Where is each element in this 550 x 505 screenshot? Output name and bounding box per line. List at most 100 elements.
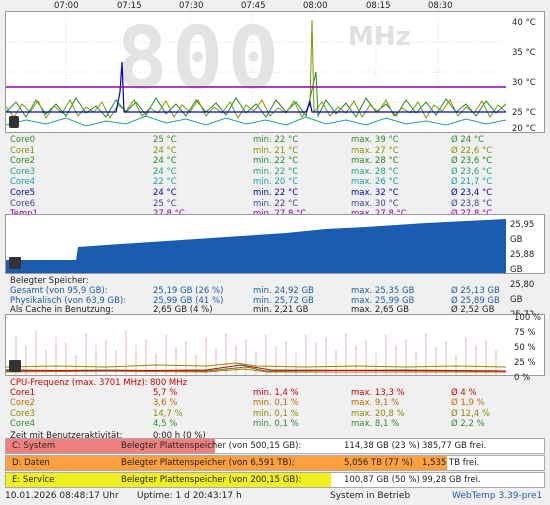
cpu-row: Core4 4,5 % min. 0,1 % max. 8,1 % Ø 2,2 % — [10, 419, 550, 430]
temp-row: Core3 24 °C min. 22 °C max. 28 °C Ø 23,6 °C — [10, 167, 550, 178]
row-max: max. 25,99 GB — [351, 295, 415, 306]
row-cur: 25,99 GB (41 %) — [153, 295, 224, 306]
row-min: min. 24,92 GB — [253, 286, 314, 296]
row-name: Core1 — [10, 145, 36, 156]
row-avg: Ø 23,4 °C — [451, 188, 493, 198]
temp-row: Core6 25 °C min. 22 °C max. 30 °C Ø 23,8 °C — [10, 199, 550, 210]
row-cur: 24 °C — [153, 166, 177, 177]
mem-row: Als Cache in Benutzung: 2,65 GB (4 %) min.… — [10, 305, 550, 316]
time-label: 08:00 — [303, 1, 328, 11]
big-frequency-unit: MHz — [348, 22, 411, 52]
temp-row: Core1 24 °C min. 21 °C max. 27 °C Ø 22,6 °C — [10, 146, 550, 157]
row-avg: Ø 1,9 % — [451, 398, 485, 409]
row-min: min. 0,1 % — [253, 408, 299, 419]
disk-name: E: Service — [12, 475, 55, 485]
disk-name-chip — [6, 439, 116, 453]
row-max: max. 25,35 GB — [351, 286, 415, 296]
cpu-lines — [6, 330, 506, 375]
disk-name: C: System — [12, 441, 56, 451]
row-max: max. 28 °C — [351, 156, 399, 167]
time-label: 08:15 — [366, 1, 391, 11]
row-name: Core2 — [10, 398, 36, 409]
axis-label: 50 % — [514, 343, 536, 353]
row-min: min. 22 °C — [253, 166, 299, 177]
cpu-frequency-label: CPU-Frequenz (max. 3701 MHz): — [10, 378, 148, 388]
big-frequency-watermark: 800 — [116, 9, 284, 109]
row-max: max. 26 °C — [351, 177, 399, 188]
row-cur: 3,6 % — [153, 398, 178, 409]
row-name: Core4 — [10, 177, 36, 188]
axis-label: 35 °C — [512, 48, 536, 58]
row-min: min. 2,21 GB — [253, 305, 309, 315]
time-label: 07:00 — [54, 1, 79, 11]
axis-label: 20 °C — [512, 124, 536, 134]
row-cur: 14,7 % — [153, 408, 183, 419]
row-name: Core4 — [10, 418, 36, 429]
axis-label: 25,95 GB — [510, 220, 535, 245]
row-max: max. 32 °C — [351, 188, 399, 198]
cpu-frequency-value: 800 MHz — [150, 378, 188, 388]
axis-label: 25 % — [514, 358, 536, 368]
row-avg: Ø 4 % — [451, 388, 477, 398]
time-label: 08:30 — [428, 1, 453, 11]
datetime: 10.01.2026 08:48:17 Uhr — [5, 491, 119, 501]
row-name: Gesamt (von 95,9 GB): — [10, 286, 108, 296]
cpu-graph: 100 % 75 % 50 % 25 % 0 % — [5, 313, 545, 383]
row-min: min. 22 °C — [253, 198, 299, 209]
row-cur: 25 °C — [153, 135, 177, 145]
disk-free: 1,535 TB frei. — [422, 458, 480, 468]
row-min: min. 22 °C — [253, 156, 299, 167]
row-min: min. 22 °C — [253, 188, 299, 198]
temp-row: Core5 24 °C min. 22 °C max. 32 °C Ø 23,4 °C — [10, 188, 550, 199]
row-avg: Ø 21,7 °C — [451, 177, 493, 188]
row-min: min. 0,1 % — [253, 418, 299, 429]
row-avg: Ø 25,89 GB — [451, 295, 500, 306]
row-min: min. 22 °C — [253, 135, 299, 145]
disk-used: 114,38 GB (23 %) — [344, 441, 420, 451]
row-max: max. 28 °C — [351, 166, 399, 177]
mem-row: Gesamt (von 95,9 GB): 25,19 GB (26 %) min.… — [10, 286, 550, 297]
axis-label: 75 % — [514, 328, 536, 338]
temp-row: Core4 22 °C min. 20 °C max. 26 °C Ø 21,7 °C — [10, 177, 550, 188]
disk-usage-bar — [116, 439, 215, 453]
disk-label: Belegter Plattenspeicher (von 500,15 GB)… — [121, 441, 302, 451]
row-name: Core3 — [10, 166, 36, 177]
row-avg: Ø 25,13 GB — [451, 286, 500, 296]
row-max: max. 27 °C — [351, 145, 399, 156]
disk-name-chip — [6, 473, 116, 487]
row-avg: Ø 24 °C — [451, 135, 485, 145]
cpu-row: Core1 5,7 % min. 1,4 % max. 13,3 % Ø 4 % — [10, 388, 550, 399]
row-max: max. 13,3 % — [351, 388, 405, 398]
row-avg: Ø 23,6 °C — [451, 166, 493, 177]
row-name: Core1 — [10, 388, 36, 398]
row-min: min. 25,72 GB — [253, 295, 314, 306]
disk-name-chip — [6, 456, 116, 470]
app-version-link[interactable]: WebTemp 3.39-pre1 — [452, 491, 543, 501]
disk-row: C: System Belegter Plattenspeicher (von 5… — [5, 438, 545, 454]
row-max: max. 8,1 % — [351, 418, 400, 429]
disk-row: E: Service Belegter Plattenspeicher (von … — [5, 472, 545, 488]
row-name: Core5 — [10, 188, 36, 198]
row-avg: Ø 2,52 GB — [451, 305, 495, 315]
temperature-axis: 40 °C 35 °C 30 °C 25 °C — [506, 8, 546, 128]
row-min: min. 20 °C — [253, 177, 299, 188]
row-cur: 2,65 GB (4 %) — [153, 305, 213, 315]
disk-free: 385,77 GB frei. — [422, 441, 487, 451]
row-name: Core3 — [10, 408, 36, 419]
row-min: min. 21 °C — [253, 145, 299, 156]
disk-label: Belegter Plattenspeicher (von 6,591 TB): — [121, 458, 295, 468]
disk-free: 99,28 GB frei. — [422, 475, 481, 485]
row-name: Core2 — [10, 156, 36, 167]
axis-label: 25,88 GB — [510, 250, 535, 275]
row-avg: Ø 22,6 °C — [451, 145, 493, 156]
row-cur: 5,7 % — [153, 388, 178, 398]
row-cur: 4,5 % — [153, 418, 178, 429]
row-max: max. 2,65 GB — [351, 305, 409, 315]
axis-label: 25,80 GB — [510, 280, 535, 305]
row-cur: 25,19 GB (26 %) — [153, 286, 224, 296]
row-max: max. 20,8 % — [351, 408, 405, 419]
row-max: max. 9,1 % — [351, 398, 400, 409]
row-avg: Ø 2,2 % — [451, 418, 485, 429]
temperature-graph: 800 MHz 40 °C 35 °C 30 °C 25 °C 20 °C — [5, 8, 546, 134]
user-activity-value: 0:00 h (0 %) — [153, 431, 206, 441]
